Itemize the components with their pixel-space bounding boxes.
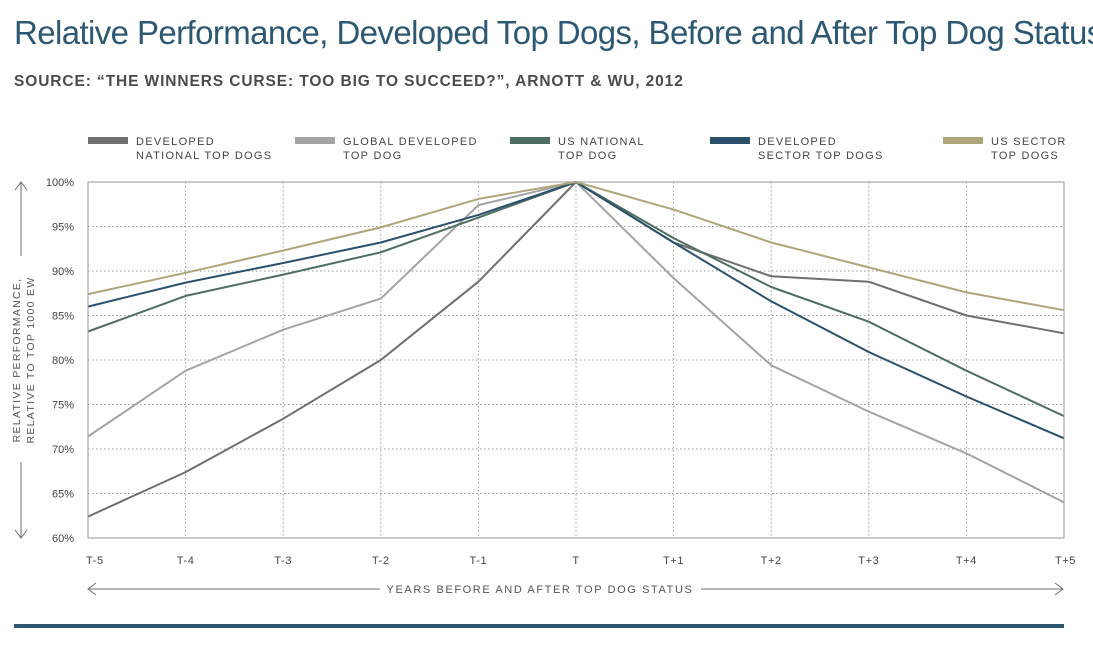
x-tick-label: T+4: [956, 555, 977, 567]
y-axis-label-line2: RELATIVE TO TOP 1000 EW: [25, 276, 37, 443]
legend-item-1: DEVELOPED NATIONAL TOP DOGS: [88, 136, 272, 162]
y-axis-arrowhead-up: [14, 181, 28, 191]
legend-swatch: [295, 137, 335, 144]
legend-item-2: GLOBAL DEVELOPED TOP DOG: [295, 136, 478, 162]
legend-label: DEVELOPED: [136, 136, 215, 148]
y-tick-label: 70%: [52, 444, 74, 456]
x-tick-label: T+5: [1055, 555, 1076, 567]
y-tick-label: 90%: [52, 266, 74, 278]
x-tick-label: T-3: [274, 555, 292, 567]
x-axis-label: YEARS BEFORE AND AFTER TOP DOG STATUS: [387, 584, 694, 596]
chart-title: Relative Performance, Developed Top Dogs…: [14, 14, 1093, 51]
x-tick-label: T-1: [470, 555, 488, 567]
plot-frame: [87, 181, 1065, 539]
legend-label: DEVELOPED: [758, 136, 837, 148]
x-tick-label: T+3: [858, 555, 879, 567]
y-axis-arrowhead-down: [14, 529, 28, 539]
legend-item-4: DEVELOPED SECTOR TOP DOGS: [710, 136, 884, 162]
legend-swatch: [943, 137, 983, 144]
y-tick-label: 85%: [52, 311, 74, 323]
legend-label: US NATIONAL: [558, 136, 645, 148]
legend-item-3: US NATIONAL TOP DOG: [510, 136, 645, 162]
y-tick-label: 60%: [52, 533, 74, 545]
legend-label: NATIONAL TOP DOGS: [136, 150, 272, 162]
y-tick-label: 95%: [52, 222, 74, 234]
legend-swatch: [710, 137, 750, 144]
bottom-rule: [14, 624, 1064, 628]
x-tick-label: T-2: [372, 555, 390, 567]
x-axis-ticks: T-5 T-4 T-3 T-2 T-1 T T+1 T+2 T+3 T+4 T+5: [86, 555, 1076, 567]
legend-label: TOP DOG: [343, 150, 402, 162]
y-axis-label-line1: RELATIVE PERFORMANCE,: [11, 278, 23, 443]
y-axis-ticks: 100% 95% 90% 85% 80% 75% 70% 65% 60%: [46, 177, 74, 545]
legend-label: GLOBAL DEVELOPED: [343, 136, 478, 148]
y-tick-label: 65%: [52, 489, 74, 501]
legend-swatch: [510, 137, 550, 144]
y-tick-label: 80%: [52, 355, 74, 367]
x-tick-label: T+1: [663, 555, 684, 567]
chart-legend: DEVELOPED NATIONAL TOP DOGS GLOBAL DEVELOP…: [88, 136, 1067, 162]
legend-swatch: [88, 137, 128, 144]
x-axis-arrowhead-left: [87, 582, 97, 596]
x-axis-label-group: YEARS BEFORE AND AFTER TOP DOG STATUS: [87, 582, 1064, 596]
legend-label: TOP DOG: [558, 150, 617, 162]
legend-item-5: US SECTOR TOP DOGS: [943, 136, 1067, 162]
x-tick-label: T-5: [86, 555, 104, 567]
legend-label: US SECTOR: [991, 136, 1067, 148]
chart-grid: [88, 182, 1064, 538]
x-tick-label: T: [572, 555, 579, 567]
legend-label: SECTOR TOP DOGS: [758, 150, 884, 162]
legend-label: TOP DOGS: [991, 150, 1059, 162]
x-tick-label: T+2: [761, 555, 782, 567]
chart-subtitle: SOURCE: “THE WINNERS CURSE: TOO BIG TO S…: [14, 73, 684, 90]
x-axis-arrowhead-right: [1054, 582, 1064, 596]
y-tick-label: 75%: [52, 400, 74, 412]
x-tick-label: T-4: [177, 555, 195, 567]
y-tick-label: 100%: [46, 177, 74, 189]
y-axis-label-group: RELATIVE PERFORMANCE, RELATIVE TO TOP 10…: [11, 181, 37, 539]
